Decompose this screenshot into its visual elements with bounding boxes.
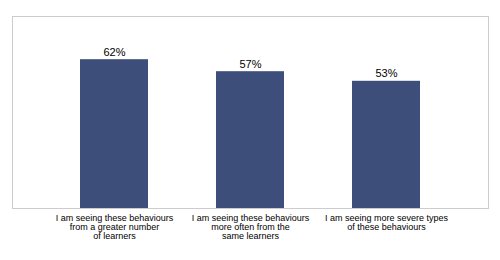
svg-text:62%: 62% [103, 46, 125, 58]
svg-text:I am seeing more severe typeso: I am seeing more severe typesof these be… [325, 213, 449, 232]
svg-text:I am seeing these behavioursfr: I am seeing these behavioursfrom a great… [56, 213, 174, 241]
svg-text:I am seeing these behavioursmo: I am seeing these behavioursmore often f… [192, 213, 310, 241]
svg-text:57%: 57% [239, 58, 261, 70]
svg-text:53%: 53% [375, 67, 397, 79]
